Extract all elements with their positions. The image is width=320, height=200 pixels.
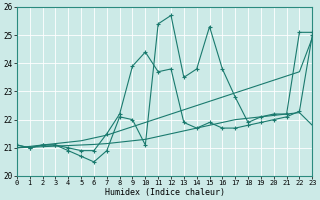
X-axis label: Humidex (Indice chaleur): Humidex (Indice chaleur)	[105, 188, 225, 197]
